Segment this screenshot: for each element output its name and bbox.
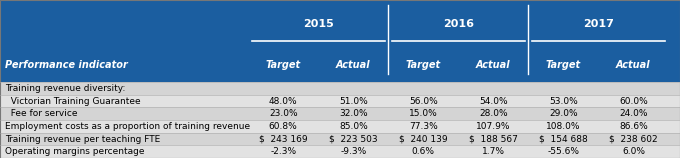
Text: Training revenue per teaching FTE: Training revenue per teaching FTE	[5, 135, 160, 143]
Text: 23.0%: 23.0%	[269, 109, 298, 118]
Text: 0.6%: 0.6%	[412, 147, 435, 156]
Text: 48.0%: 48.0%	[269, 97, 298, 106]
Text: Fee for service: Fee for service	[5, 109, 78, 118]
Text: $  188 567: $ 188 567	[469, 135, 517, 143]
Text: Actual: Actual	[336, 60, 371, 70]
Bar	[0, 82, 680, 95]
Text: 86.6%: 86.6%	[619, 122, 648, 131]
Text: Employment costs as a proportion of training revenue: Employment costs as a proportion of trai…	[5, 122, 250, 131]
Bar	[0, 145, 680, 158]
Text: 2016: 2016	[443, 19, 474, 29]
Text: 53.0%: 53.0%	[549, 97, 578, 106]
Text: 2015: 2015	[303, 19, 334, 29]
Text: $  238 602: $ 238 602	[609, 135, 658, 143]
Text: 6.0%: 6.0%	[622, 147, 645, 156]
Text: 108.0%: 108.0%	[546, 122, 581, 131]
Text: -9.3%: -9.3%	[340, 147, 367, 156]
Text: 56.0%: 56.0%	[409, 97, 438, 106]
Text: Operating margins percentage: Operating margins percentage	[5, 147, 145, 156]
Bar	[0, 120, 680, 133]
Text: Target: Target	[546, 60, 581, 70]
Text: Target: Target	[406, 60, 441, 70]
Text: 60.0%: 60.0%	[619, 97, 648, 106]
Text: $  154 688: $ 154 688	[539, 135, 588, 143]
Text: 1.7%: 1.7%	[482, 147, 505, 156]
Text: Performance indicator: Performance indicator	[5, 60, 129, 70]
Text: 85.0%: 85.0%	[339, 122, 368, 131]
Text: 51.0%: 51.0%	[339, 97, 368, 106]
Bar	[0, 133, 680, 145]
Bar	[0, 107, 680, 120]
Text: -2.3%: -2.3%	[270, 147, 296, 156]
Text: $  240 139: $ 240 139	[399, 135, 447, 143]
Text: Victorian Training Guarantee: Victorian Training Guarantee	[5, 97, 141, 106]
Text: 77.3%: 77.3%	[409, 122, 438, 131]
Text: Actual: Actual	[616, 60, 651, 70]
Text: 60.8%: 60.8%	[269, 122, 298, 131]
Text: -55.6%: -55.6%	[547, 147, 579, 156]
Text: 29.0%: 29.0%	[549, 109, 578, 118]
Text: 107.9%: 107.9%	[476, 122, 511, 131]
Text: 24.0%: 24.0%	[619, 109, 647, 118]
Text: $  223 503: $ 223 503	[329, 135, 377, 143]
Text: 15.0%: 15.0%	[409, 109, 438, 118]
Text: Actual: Actual	[476, 60, 511, 70]
Text: Training revenue diversity:: Training revenue diversity:	[5, 84, 126, 93]
Text: 2017: 2017	[583, 19, 614, 29]
Bar	[0, 0, 680, 82]
Text: 32.0%: 32.0%	[339, 109, 368, 118]
Text: 54.0%: 54.0%	[479, 97, 508, 106]
Text: Target: Target	[266, 60, 301, 70]
Text: $  243 169: $ 243 169	[259, 135, 307, 143]
Bar	[0, 95, 680, 107]
Text: 28.0%: 28.0%	[479, 109, 508, 118]
